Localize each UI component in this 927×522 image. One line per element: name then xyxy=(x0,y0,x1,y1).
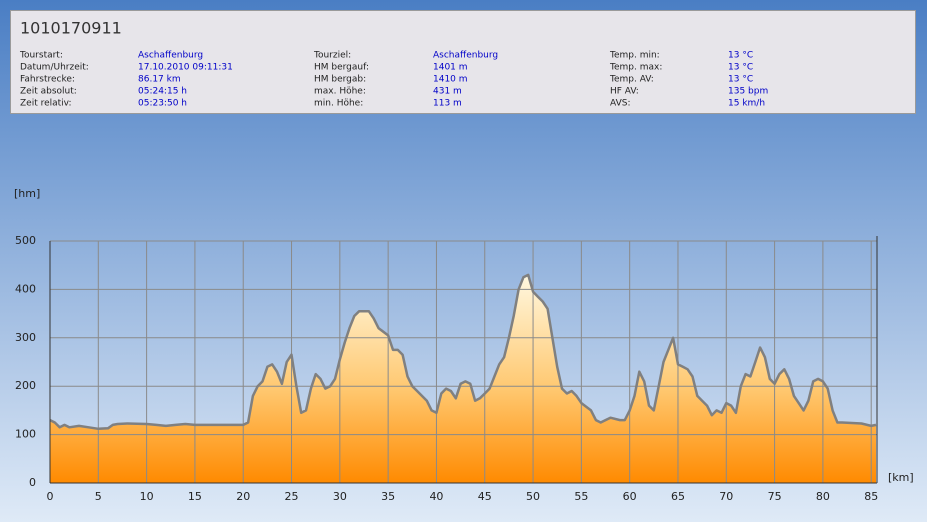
info-value: 05:23:50 h xyxy=(138,99,187,109)
y-tick-label: 200 xyxy=(15,379,36,392)
elevation-line xyxy=(49,273,877,431)
x-tick-label: 15 xyxy=(188,490,202,503)
x-tick-label: 70 xyxy=(719,490,733,503)
info-label: HM bergab: xyxy=(314,75,366,85)
y-tick-label: 0 xyxy=(29,476,36,489)
x-tick-label: 50 xyxy=(526,490,540,503)
x-tick-label: 45 xyxy=(478,490,492,503)
x-tick-label: 40 xyxy=(429,490,443,503)
info-value: 13 °C xyxy=(728,63,753,73)
info-label: Datum/Uhrzeit: xyxy=(20,63,89,73)
x-tick-label: 85 xyxy=(864,490,878,503)
info-value: 431 m xyxy=(433,87,462,97)
info-value: 13 °C xyxy=(728,75,753,85)
x-tick-label: 20 xyxy=(236,490,250,503)
info-label: HM bergauf: xyxy=(314,63,369,73)
x-tick-label: 25 xyxy=(285,490,299,503)
info-value: 86.17 km xyxy=(138,75,181,85)
info-label: Fahrstrecke: xyxy=(20,75,75,85)
info-label: Tourstart: xyxy=(19,51,63,61)
x-tick-label: 10 xyxy=(140,490,154,503)
tour-title: 1010170911 xyxy=(20,19,122,38)
info-label: Temp. min: xyxy=(609,51,660,61)
elevation-area xyxy=(50,274,877,483)
x-tick-label: 0 xyxy=(47,490,54,503)
info-value: 135 bpm xyxy=(728,87,768,97)
info-value: Aschaffenburg xyxy=(433,51,498,61)
info-label: Tourziel: xyxy=(313,51,351,61)
info-label: Temp. AV: xyxy=(609,75,654,85)
info-label: HF AV: xyxy=(610,87,639,97)
y-axis-label: [hm] xyxy=(14,187,40,200)
info-value: 13 °C xyxy=(728,51,753,61)
y-tick-label: 400 xyxy=(15,282,36,295)
x-tick-label: 75 xyxy=(768,490,782,503)
x-tick-label: 5 xyxy=(95,490,102,503)
info-value: 05:24:15 h xyxy=(138,87,187,97)
info-value: 15 km/h xyxy=(728,99,765,109)
y-tick-label: 100 xyxy=(15,428,36,441)
x-tick-label: 65 xyxy=(671,490,685,503)
info-value: Aschaffenburg xyxy=(138,51,203,61)
info-label: Temp. max: xyxy=(609,63,662,73)
x-tick-label: 80 xyxy=(816,490,830,503)
x-axis-label: [km] xyxy=(888,471,914,484)
info-panel xyxy=(10,10,916,114)
info-value: 17.10.2010 09:11:31 xyxy=(138,63,233,73)
x-tick-label: 55 xyxy=(574,490,588,503)
info-label: max. Höhe: xyxy=(314,87,366,97)
info-label: Zeit relativ: xyxy=(20,99,72,109)
info-value: 1401 m xyxy=(433,63,468,73)
x-tick-label: 30 xyxy=(333,490,347,503)
x-tick-label: 60 xyxy=(623,490,637,503)
y-tick-label: 500 xyxy=(15,234,36,247)
info-label: Zeit absolut: xyxy=(20,87,77,97)
y-tick-label: 300 xyxy=(15,331,36,344)
info-label: min. Höhe: xyxy=(314,99,363,109)
x-tick-label: 35 xyxy=(381,490,395,503)
info-value: 113 m xyxy=(433,99,462,109)
info-label: AVS: xyxy=(610,99,630,109)
info-value: 1410 m xyxy=(433,75,468,85)
